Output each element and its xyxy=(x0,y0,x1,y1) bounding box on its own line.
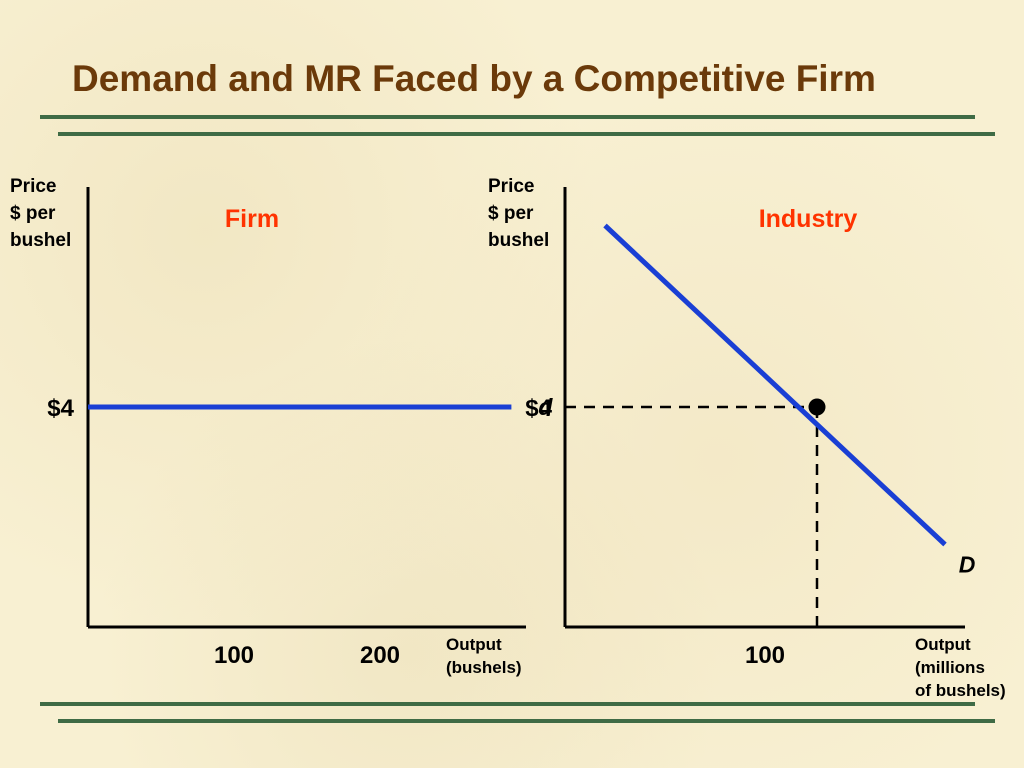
chart-1-title: Firm xyxy=(225,205,279,233)
title-divider-top xyxy=(40,115,975,119)
chart-1-x-tick-label: 100 xyxy=(214,642,254,669)
chart-1-y-axis-label-line: $ per xyxy=(10,203,56,224)
chart-2-title: Industry xyxy=(759,205,858,233)
chart-2-y-axis-label-line: Price xyxy=(488,176,534,197)
chart-2-x-axis-label-line: of bushels) xyxy=(915,681,1006,700)
chart-1-x-axis-label-line: Output xyxy=(446,635,502,654)
footer-divider-top xyxy=(40,702,975,706)
title-divider-bottom xyxy=(58,132,995,136)
chart-2-y-axis-label-line: bushel xyxy=(488,230,549,251)
chart-1-y-axis-label-line: Price xyxy=(10,176,56,197)
chart-2-y-tick-label: $4 xyxy=(525,395,552,422)
chart-2-series-D-label: D xyxy=(959,552,976,578)
chart-2-x-axis-label-line: (millions xyxy=(915,658,985,677)
slide-title: Demand and MR Faced by a Competitive Fir… xyxy=(72,58,876,99)
chart-1-y-axis-label-line: bushel xyxy=(10,230,71,251)
chart-2-series-D-line xyxy=(603,223,947,547)
footer-divider-bottom xyxy=(58,719,995,723)
chart-2-x-tick-label: 100 xyxy=(745,642,785,669)
chart-2-y-axis-label-line: $ per xyxy=(488,203,534,224)
chart-2-equilibrium-point xyxy=(808,398,826,416)
chart-1-x-tick-label: 200 xyxy=(360,642,400,669)
chart-1-y-tick-label: $4 xyxy=(47,395,74,422)
chart-2-x-axis-label-line: Output xyxy=(915,635,971,654)
chart-1-x-axis-label-line: (bushels) xyxy=(446,658,522,677)
chart-1-series-d-label: d xyxy=(538,394,553,420)
